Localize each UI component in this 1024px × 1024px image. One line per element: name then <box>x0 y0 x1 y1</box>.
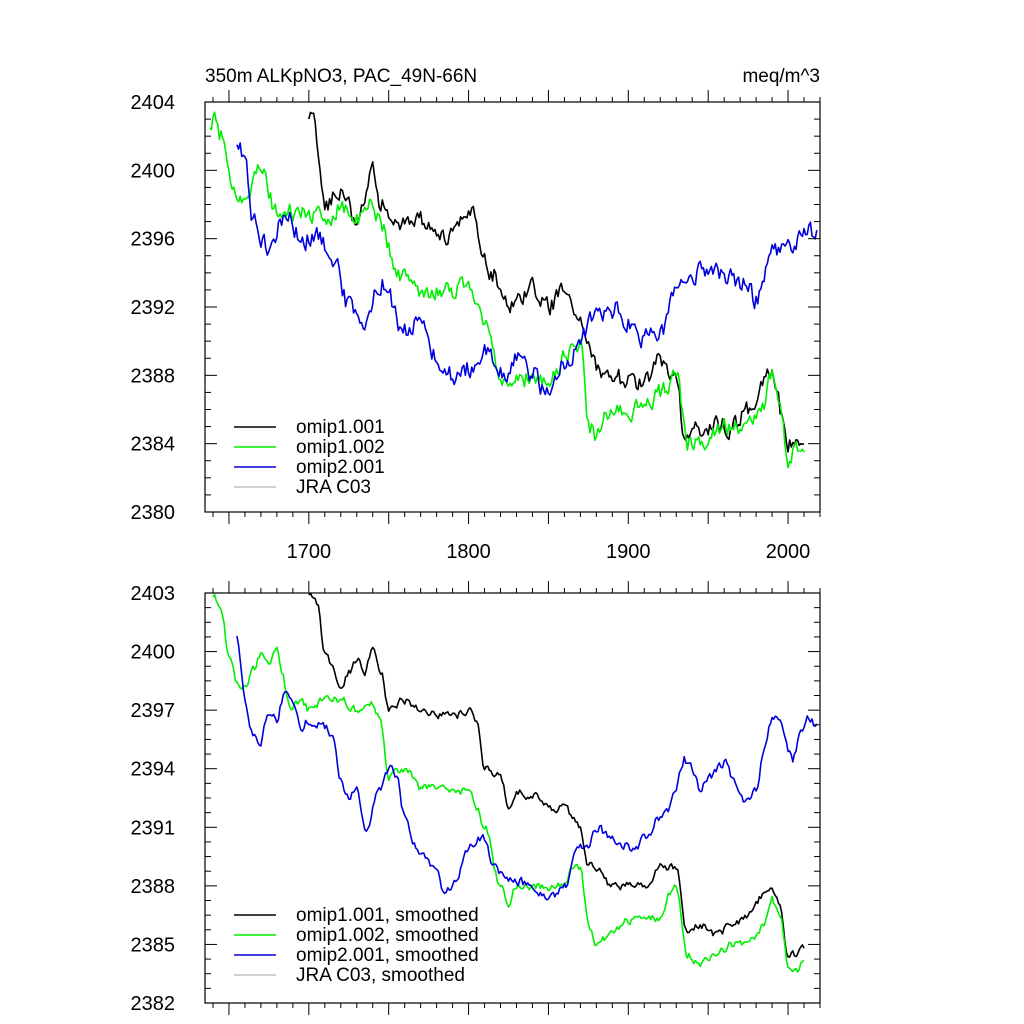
legend-label: omip1.002, smoothed <box>296 925 479 946</box>
top-panel-series <box>209 111 818 469</box>
y-tick-label: 2380 <box>131 502 176 524</box>
y-tick-label: 2404 <box>131 92 176 114</box>
top-panel-units: meq/m^3 <box>742 66 820 87</box>
y-tick-label: 2392 <box>131 297 176 319</box>
x-tick-label: 1700 <box>287 541 332 563</box>
x-tick-label: 1800 <box>446 541 491 563</box>
top-panel-ticks: 2380 2384 2388 2392 2396 2400 2404 1700 1800 1900… <box>131 90 821 563</box>
bottom-panel: 2382 2385 2388 2391 2394 2397 2400 2403 omip1.0… <box>131 581 821 1015</box>
y-tick-label: 2388 <box>131 876 176 898</box>
legend-label: omip2.001 <box>296 457 385 478</box>
legend-label: JRA C03, smoothed <box>296 965 465 986</box>
legend-label: omip1.001, smoothed <box>296 905 479 926</box>
legend-label: JRA C03 <box>296 477 371 498</box>
y-tick-label: 2385 <box>131 934 176 956</box>
y-tick-label: 2396 <box>131 229 176 251</box>
top-panel: 350m ALKpNO3, PAC_49N-66N meq/m^3 238023… <box>131 66 821 563</box>
y-tick-label: 2394 <box>131 759 176 781</box>
y-tick-label: 2400 <box>131 642 176 664</box>
y-tick-label: 2403 <box>131 583 176 605</box>
y-tick-label: 2400 <box>131 160 176 182</box>
series-line-omip1-002-smoothed <box>212 593 805 973</box>
x-tick-label: 1900 <box>606 541 651 563</box>
legend-label: omip1.002 <box>296 437 385 458</box>
x-tick-label: 2000 <box>766 541 811 563</box>
series-line-omip1-001-smoothed <box>308 593 805 958</box>
legend-label: omip2.001, smoothed <box>296 945 479 966</box>
bottom-panel-ticks: 2382 2385 2388 2391 2394 2397 2400 2403 <box>131 581 821 1015</box>
y-tick-label: 2384 <box>131 434 176 456</box>
series-line-omip2-001-smoothed <box>236 635 818 901</box>
y-tick-label: 2397 <box>131 700 176 722</box>
series-line-omip1-002 <box>209 111 805 469</box>
series-line-omip1-001 <box>308 111 805 453</box>
bottom-panel-series <box>212 593 818 973</box>
y-tick-label: 2388 <box>131 365 176 387</box>
legend-label: omip1.001 <box>296 417 385 438</box>
y-tick-label: 2391 <box>131 817 176 839</box>
top-panel-title: 350m ALKpNO3, PAC_49N-66N <box>205 66 477 87</box>
series-line-omip2-001 <box>236 142 818 396</box>
y-tick-label: 2382 <box>131 993 176 1015</box>
